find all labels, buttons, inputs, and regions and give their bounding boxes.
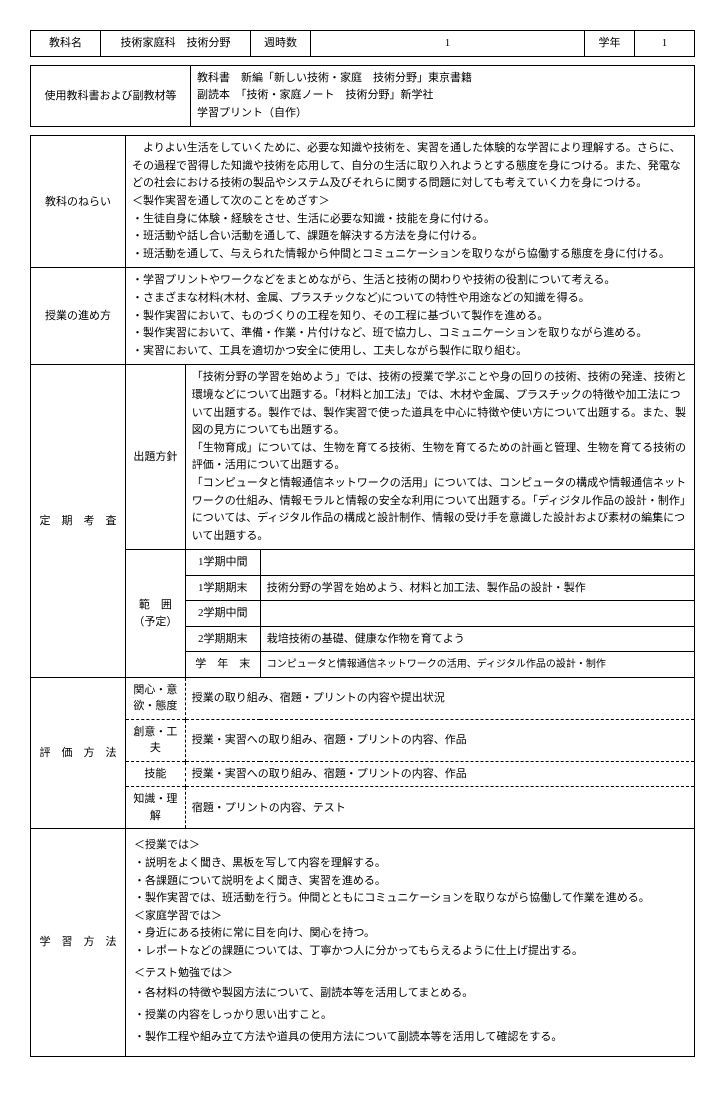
exam-label: 定 期 考 査 bbox=[31, 365, 126, 677]
eval-c2-value: 授業・実習への取り組み、宿題・プリントの内容、作品 bbox=[185, 719, 694, 761]
study-h1: ＜授業では＞ bbox=[134, 837, 686, 855]
study-a1: ・説明をよく聞き、黒板を写して内容を理解する。 bbox=[134, 855, 686, 873]
range-label2: （予定） bbox=[132, 614, 179, 631]
aims-p1: よりよい生活をしていくために、必要な知識や技術を、実習を通した体験的な学習により… bbox=[132, 140, 688, 193]
exam-policy-p3: 「コンピュータと情報通信ネットワークの活用」については、コンピュータの構成や情報… bbox=[192, 475, 688, 545]
eval-c4-label: 知識・理解 bbox=[126, 787, 186, 829]
method-content: ・学習プリントやワークなどをまとめながら、生活と技術の関わりや技術の役割について… bbox=[126, 268, 695, 365]
eval-c3-label: 技能 bbox=[126, 761, 186, 787]
aims-label: 教科のねらい bbox=[31, 136, 126, 268]
hours-label: 週時数 bbox=[251, 31, 311, 57]
method-b2: ・さまざまな材料(木材、金属、プラスチックなど)についての特性や用途などの知識を… bbox=[132, 290, 688, 308]
exam-r3-value bbox=[260, 601, 694, 627]
study-h2: ＜家庭学習では＞ bbox=[134, 908, 686, 926]
exam-r5-value: コンピュータと情報通信ネットワークの活用、ディジタル作品の設計・制作 bbox=[260, 652, 694, 678]
hours-value: 1 bbox=[311, 31, 585, 57]
method-b3: ・製作実習において、ものづくりの工程を知り、その工程に基づいて製作を進める。 bbox=[132, 308, 688, 326]
grade-label: 学年 bbox=[585, 31, 635, 57]
exam-r1-label: 1学期中間 bbox=[185, 550, 260, 576]
range-label1: 範 囲 bbox=[132, 597, 179, 614]
textbook-line-2: 副読本 「技術・家庭ノート 技術分野」新学社 bbox=[197, 87, 688, 105]
textbook-line-3: 学習プリント（自作） bbox=[197, 105, 688, 123]
aims-content: よりよい生活をしていくために、必要な知識や技術を、実習を通した体験的な学習により… bbox=[126, 136, 695, 268]
header-row-table: 教科名 技術家庭科 技術分野 週時数 1 学年 1 bbox=[30, 30, 695, 57]
exam-r2-value: 技術分野の学習を始めよう、材料と加工法、製作品の設計・製作 bbox=[260, 575, 694, 601]
study-c1: ・各材料の特徴や製図方法について、副読本等を活用してまとめる。 bbox=[134, 982, 686, 1004]
textbook-label: 使用教科書および副教材等 bbox=[31, 65, 191, 127]
exam-policy-p1: 「技術分野の学習を始めよう」では、技術の授業で学ぶことや身の回りの技術、技術の発… bbox=[192, 369, 688, 439]
subject-value: 技術家庭科 技術分野 bbox=[101, 31, 251, 57]
subject-label: 教科名 bbox=[31, 31, 101, 57]
study-content: ＜授業では＞ ・説明をよく聞き、黒板を写して内容を理解する。 ・各課題について説… bbox=[126, 829, 695, 1057]
study-a2: ・各課題について説明をよく聞き、実習を進める。 bbox=[134, 873, 686, 891]
study-a3: ・製作実習では、班活動を行う。仲間とともにコミュニケーションを取りながら協働して… bbox=[134, 890, 686, 908]
method-b5: ・実習において、工具を適切かつ安全に使用し、工夫しながら製作に取り組む。 bbox=[132, 343, 688, 361]
grade-value: 1 bbox=[635, 31, 695, 57]
exam-policy-label: 出題方針 bbox=[126, 365, 186, 550]
exam-policy-p2: 「生物育成」については、生物を育てる技術、生物を育てるための計画と管理、生物を育… bbox=[192, 440, 688, 475]
study-b2: ・レポートなどの課題については、丁寧かつ人に分かってもらえるように仕上げ提出する… bbox=[134, 943, 686, 961]
eval-c1-value: 授業の取り組み、宿題・プリントの内容や提出状況 bbox=[185, 677, 694, 719]
exam-r4-value: 栽培技術の基礎、健康な作物を育てよう bbox=[260, 626, 694, 652]
exam-range-label: 範 囲 （予定） bbox=[126, 550, 186, 678]
study-b1: ・身近にある技術に常に目を向け、関心を持つ。 bbox=[134, 925, 686, 943]
study-h3: ＜テスト勉強では＞ bbox=[134, 965, 686, 983]
method-b4: ・製作実習において、準備・作業・片付けなど、班で協力し、コミュニケーションを取り… bbox=[132, 325, 688, 343]
exam-r5-label: 学 年 末 bbox=[185, 652, 260, 678]
exam-r1-value bbox=[260, 550, 694, 576]
aims-b3: ・班活動を通して、与えられた情報から仲間とコミュニケーションを取りながら協働する… bbox=[132, 246, 688, 264]
eval-c3-value: 授業・実習への取り組み、宿題・プリントの内容、作品 bbox=[185, 761, 694, 787]
exam-r4-label: 2学期期末 bbox=[185, 626, 260, 652]
eval-c1-label: 関心・意欲・態度 bbox=[126, 677, 186, 719]
main-table: 教科のねらい よりよい生活をしていくために、必要な知識や技術を、実習を通した体験… bbox=[30, 135, 695, 1057]
method-label: 授業の進め方 bbox=[31, 268, 126, 365]
exam-r2-label: 1学期期末 bbox=[185, 575, 260, 601]
aims-p2: ＜製作実習を通して次のことをめざす＞ bbox=[132, 193, 688, 211]
aims-b2: ・班活動や話し合い活動を通して、課題を解決する方法を身に付ける。 bbox=[132, 228, 688, 246]
study-c3: ・製作工程や組み立て方法や道具の使用方法について副読本等を活用して確認をする。 bbox=[134, 1026, 686, 1048]
exam-policy-content: 「技術分野の学習を始めよう」では、技術の授業で学ぶことや身の回りの技術、技術の発… bbox=[185, 365, 694, 550]
textbook-line-1: 教科書 新編「新しい技術・家庭 技術分野」東京書籍 bbox=[197, 70, 688, 88]
eval-c4-value: 宿題・プリントの内容、テスト bbox=[185, 787, 694, 829]
exam-r3-label: 2学期中間 bbox=[185, 601, 260, 627]
textbook-value: 教科書 新編「新しい技術・家庭 技術分野」東京書籍 副読本 「技術・家庭ノート … bbox=[191, 65, 695, 127]
eval-label: 評 価 方 法 bbox=[31, 677, 126, 829]
study-c2: ・授業の内容をしっかり思い出すこと。 bbox=[134, 1004, 686, 1026]
study-label: 学 習 方 法 bbox=[31, 829, 126, 1057]
aims-b1: ・生徒自身に体験・経験をさせ、生活に必要な知識・技能を身に付ける。 bbox=[132, 211, 688, 229]
method-b1: ・学習プリントやワークなどをまとめながら、生活と技術の関わりや技術の役割について… bbox=[132, 272, 688, 290]
textbook-table: 使用教科書および副教材等 教科書 新編「新しい技術・家庭 技術分野」東京書籍 副… bbox=[30, 65, 695, 128]
eval-c2-label: 創意・工夫 bbox=[126, 719, 186, 761]
